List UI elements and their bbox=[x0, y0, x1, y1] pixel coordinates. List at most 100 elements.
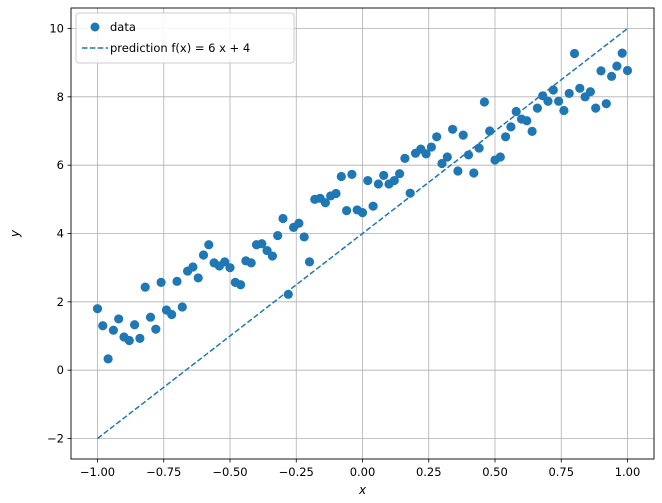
data-point bbox=[405, 188, 415, 198]
data-point bbox=[548, 85, 558, 95]
data-point bbox=[193, 273, 203, 283]
data-point bbox=[188, 262, 198, 272]
data-point bbox=[108, 325, 118, 335]
data-point bbox=[278, 213, 288, 224]
data-point bbox=[501, 132, 511, 142]
data-point bbox=[554, 96, 564, 106]
data-point bbox=[368, 201, 378, 211]
data-point bbox=[532, 103, 543, 113]
x-tick-label: −1.00 bbox=[80, 465, 115, 479]
data-point bbox=[204, 240, 214, 250]
data-point bbox=[267, 251, 277, 261]
legend-marker-data bbox=[90, 22, 100, 32]
data-point bbox=[511, 106, 521, 117]
data-point bbox=[569, 48, 580, 59]
legend-box bbox=[75, 12, 295, 64]
data-point bbox=[474, 143, 484, 153]
data-point bbox=[336, 171, 346, 182]
data-series bbox=[92, 48, 633, 364]
data-point bbox=[564, 88, 574, 99]
y-tick-label: 6 bbox=[57, 158, 64, 172]
data-point bbox=[395, 169, 405, 179]
data-point bbox=[304, 257, 315, 267]
data-point bbox=[617, 48, 627, 58]
data-point bbox=[114, 314, 124, 324]
y-tick-label: 2 bbox=[57, 295, 64, 309]
x-tick-label: 0.75 bbox=[548, 465, 574, 479]
data-point bbox=[543, 96, 553, 106]
data-point bbox=[236, 280, 246, 290]
y-tick-label: 0 bbox=[57, 363, 64, 377]
data-point bbox=[463, 150, 474, 160]
x-tick-label: −0.50 bbox=[212, 465, 247, 479]
data-point bbox=[591, 103, 601, 113]
x-tick-label: 0.00 bbox=[350, 465, 376, 479]
data-point bbox=[246, 258, 256, 268]
x-tick-label: −0.25 bbox=[279, 465, 314, 479]
data-point bbox=[601, 99, 611, 109]
data-point bbox=[506, 122, 516, 132]
y-axis-label: y bbox=[8, 229, 22, 238]
data-point bbox=[479, 97, 489, 107]
data-point bbox=[559, 105, 569, 116]
data-point bbox=[145, 312, 156, 322]
data-point bbox=[98, 321, 108, 331]
data-point bbox=[257, 239, 267, 249]
y-tick-label: 10 bbox=[49, 22, 64, 36]
data-point bbox=[485, 126, 495, 136]
data-point bbox=[103, 354, 113, 364]
y-tick-label: 8 bbox=[57, 90, 64, 104]
x-tick-label: 0.25 bbox=[416, 465, 442, 479]
data-point bbox=[612, 61, 622, 71]
y-tick-label: 4 bbox=[57, 227, 64, 241]
data-point bbox=[342, 206, 352, 216]
data-point bbox=[198, 250, 209, 260]
data-point bbox=[363, 175, 373, 186]
data-point bbox=[453, 166, 463, 176]
data-point bbox=[400, 153, 410, 163]
data-point bbox=[527, 126, 537, 136]
data-point bbox=[495, 152, 505, 162]
legend-label-data: data bbox=[110, 20, 136, 34]
data-point bbox=[177, 302, 187, 312]
data-point bbox=[151, 324, 161, 334]
x-axis: −1.00 −0.75 −0.50 −0.25 0.00 0.25 0.50 0.75 1.00 bbox=[80, 459, 640, 479]
y-axis: −2 0 2 4 6 8 10 bbox=[47, 22, 71, 446]
legend: data prediction f(x) = 6 x + 4 bbox=[75, 12, 295, 64]
data-point bbox=[437, 158, 447, 169]
data-point bbox=[167, 309, 177, 320]
data-point bbox=[442, 152, 452, 162]
data-point bbox=[585, 87, 596, 97]
data-point bbox=[220, 257, 230, 267]
data-point bbox=[421, 149, 431, 159]
data-point bbox=[607, 71, 617, 81]
data-point bbox=[124, 335, 134, 346]
data-point bbox=[469, 168, 479, 178]
data-point bbox=[347, 169, 357, 179]
data-point bbox=[575, 83, 585, 93]
legend-label-prediction: prediction f(x) = 6 x + 4 bbox=[110, 41, 250, 55]
x-axis-label: x bbox=[358, 483, 367, 497]
x-tick-label: −0.75 bbox=[146, 465, 181, 479]
data-point bbox=[156, 277, 166, 287]
data-point bbox=[448, 124, 458, 134]
data-point bbox=[357, 208, 368, 218]
data-point bbox=[273, 230, 283, 241]
data-point bbox=[373, 179, 383, 189]
data-point bbox=[389, 175, 399, 186]
data-point bbox=[432, 132, 442, 142]
data-point bbox=[299, 232, 309, 242]
data-point bbox=[522, 116, 532, 126]
y-tick-label: −2 bbox=[47, 432, 64, 446]
data-point bbox=[225, 263, 235, 273]
data-point bbox=[458, 130, 468, 140]
data-point bbox=[172, 276, 182, 286]
data-point bbox=[140, 282, 150, 292]
x-tick-label: 1.00 bbox=[615, 465, 641, 479]
data-point bbox=[135, 333, 145, 343]
data-point bbox=[320, 198, 330, 208]
data-point bbox=[331, 188, 341, 199]
x-tick-label: 0.50 bbox=[482, 465, 508, 479]
data-point bbox=[426, 142, 436, 152]
